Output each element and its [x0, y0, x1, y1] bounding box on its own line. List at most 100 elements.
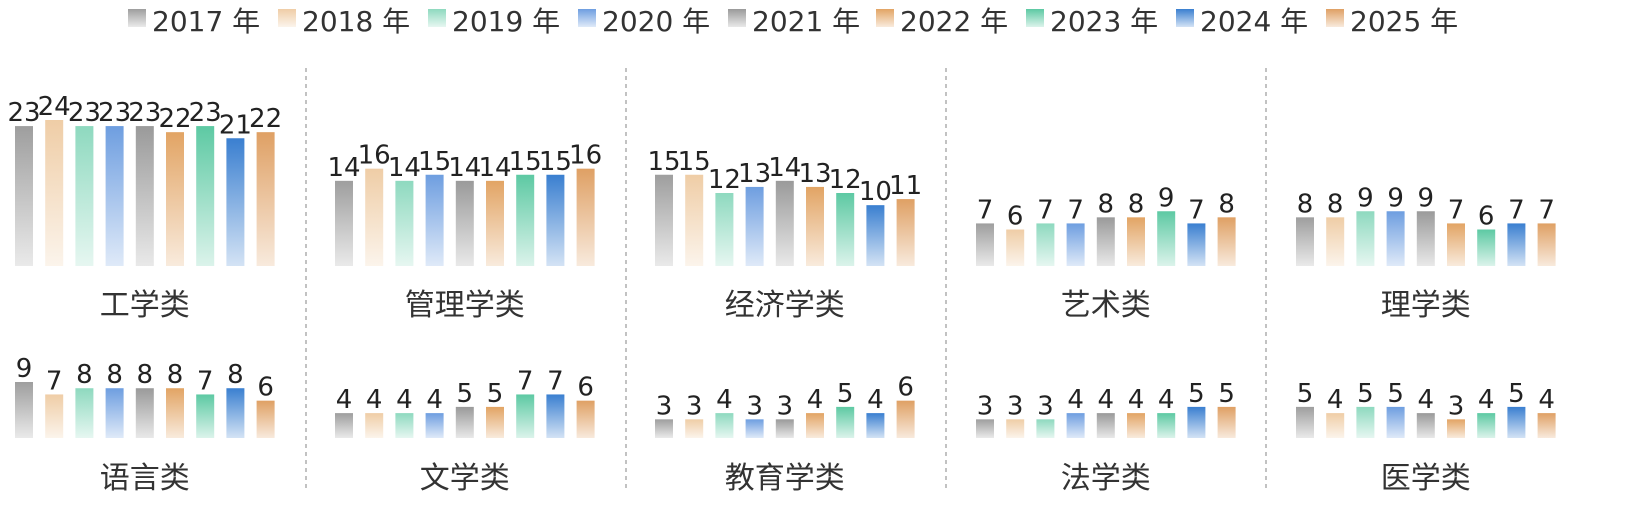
bar-4-4: [1416, 211, 1435, 266]
value-label-7-6: 5: [837, 379, 854, 409]
value-label-8-2: 3: [1037, 391, 1054, 421]
value-label-5-7: 8: [227, 360, 244, 390]
value-label-1-6: 15: [509, 147, 542, 177]
bar-6-8: [576, 400, 595, 438]
value-label-8-6: 4: [1158, 385, 1175, 415]
category-label-8: 法学类: [1061, 461, 1151, 496]
bar-5-2: [75, 388, 94, 438]
bar-5-8: [256, 400, 275, 438]
bar-6-6: [516, 394, 535, 438]
bar-2-7: [866, 205, 885, 266]
bar-7-3: [745, 419, 764, 438]
legend: 2017 年 2018 年 2019 年 2020 年 2021 年 2022 年 2023…: [128, 5, 1458, 38]
legend-swatch-4: [728, 9, 746, 27]
legend-label-0: 2017 年: [152, 5, 260, 38]
bar-9-5: [1447, 419, 1465, 438]
value-label-0-1: 24: [38, 92, 71, 122]
value-label-0-2: 23: [68, 98, 101, 128]
value-label-8-5: 4: [1128, 385, 1145, 415]
legend-swatch-5: [876, 9, 894, 27]
bar-1-3: [425, 174, 444, 266]
bar-3-4: [1096, 217, 1115, 266]
bar-5-0: [15, 382, 33, 438]
bar-7-6: [836, 406, 855, 438]
bar-4-1: [1326, 217, 1345, 266]
bar-4-7: [1507, 223, 1526, 266]
value-label-2-1: 15: [678, 147, 711, 177]
bar-7-2: [715, 413, 734, 438]
bar-4-0: [1296, 217, 1314, 266]
bar-6-3: [425, 413, 444, 438]
value-label-6-0: 4: [336, 385, 353, 415]
bar-6-1: [365, 413, 384, 438]
bar-7-5: [806, 413, 824, 438]
category-label-5: 语言类: [100, 461, 190, 496]
bar-3-3: [1066, 223, 1085, 266]
legend-swatch-3: [578, 9, 596, 27]
value-label-2-6: 12: [829, 165, 862, 195]
category-label-4: 理学类: [1381, 288, 1471, 323]
legend-label-7: 2024 年: [1200, 5, 1308, 38]
bar-2-6: [836, 193, 855, 266]
value-label-3-6: 9: [1158, 183, 1175, 213]
bar-3-8: [1217, 217, 1236, 266]
bar-7-0: [655, 419, 673, 438]
value-label-8-0: 3: [977, 391, 994, 421]
value-label-2-8: 11: [889, 171, 922, 201]
bar-1-0: [335, 180, 353, 266]
bar-7-1: [685, 419, 704, 438]
value-label-7-5: 4: [807, 385, 824, 415]
bar-5-6: [196, 394, 215, 438]
bar-1-5: [486, 180, 504, 266]
bar-6-7: [546, 394, 565, 438]
value-label-5-1: 7: [46, 366, 63, 396]
value-label-1-5: 14: [478, 153, 511, 183]
bar-0-8: [256, 132, 275, 266]
value-label-9-2: 5: [1357, 379, 1374, 409]
bar-4-8: [1537, 223, 1556, 266]
category-label-3: 艺术类: [1061, 288, 1151, 323]
bar-4-3: [1386, 211, 1405, 266]
value-label-2-5: 13: [798, 159, 831, 189]
value-label-1-2: 14: [388, 153, 421, 183]
bar-2-5: [806, 186, 824, 266]
bar-5-3: [105, 388, 124, 438]
legend-label-4: 2021 年: [752, 5, 860, 38]
bar-0-1: [45, 120, 64, 266]
bar-9-8: [1537, 413, 1556, 438]
bar-8-3: [1066, 413, 1085, 438]
value-label-0-3: 23: [98, 98, 131, 128]
legend-label-2: 2019 年: [452, 5, 560, 38]
value-label-1-4: 14: [448, 153, 481, 183]
bar-5-4: [135, 388, 154, 438]
value-label-4-4: 9: [1418, 183, 1435, 213]
bar-5-1: [45, 394, 64, 438]
legend-swatch-1: [278, 9, 296, 27]
value-label-6-3: 4: [426, 385, 443, 415]
legend-label-5: 2022 年: [900, 5, 1008, 38]
category-label-7: 教育学类: [725, 461, 845, 496]
value-label-8-1: 3: [1007, 391, 1024, 421]
bar-3-6: [1157, 211, 1176, 266]
bar-8-0: [976, 419, 994, 438]
bar-2-1: [685, 174, 704, 266]
value-label-7-0: 3: [656, 391, 673, 421]
bar-0-7: [226, 138, 245, 266]
value-label-3-7: 7: [1188, 195, 1205, 225]
value-label-9-5: 3: [1448, 391, 1465, 421]
value-label-7-7: 4: [867, 385, 884, 415]
value-label-5-6: 7: [197, 366, 214, 396]
value-label-3-1: 6: [1007, 202, 1024, 232]
bar-2-0: [655, 174, 673, 266]
bar-4-6: [1477, 229, 1496, 266]
value-label-2-7: 10: [859, 177, 892, 207]
value-label-9-8: 4: [1538, 385, 1555, 415]
bar-8-2: [1036, 419, 1055, 438]
value-label-2-2: 12: [708, 165, 741, 195]
value-label-3-2: 7: [1037, 195, 1054, 225]
value-label-1-3: 15: [418, 147, 451, 177]
